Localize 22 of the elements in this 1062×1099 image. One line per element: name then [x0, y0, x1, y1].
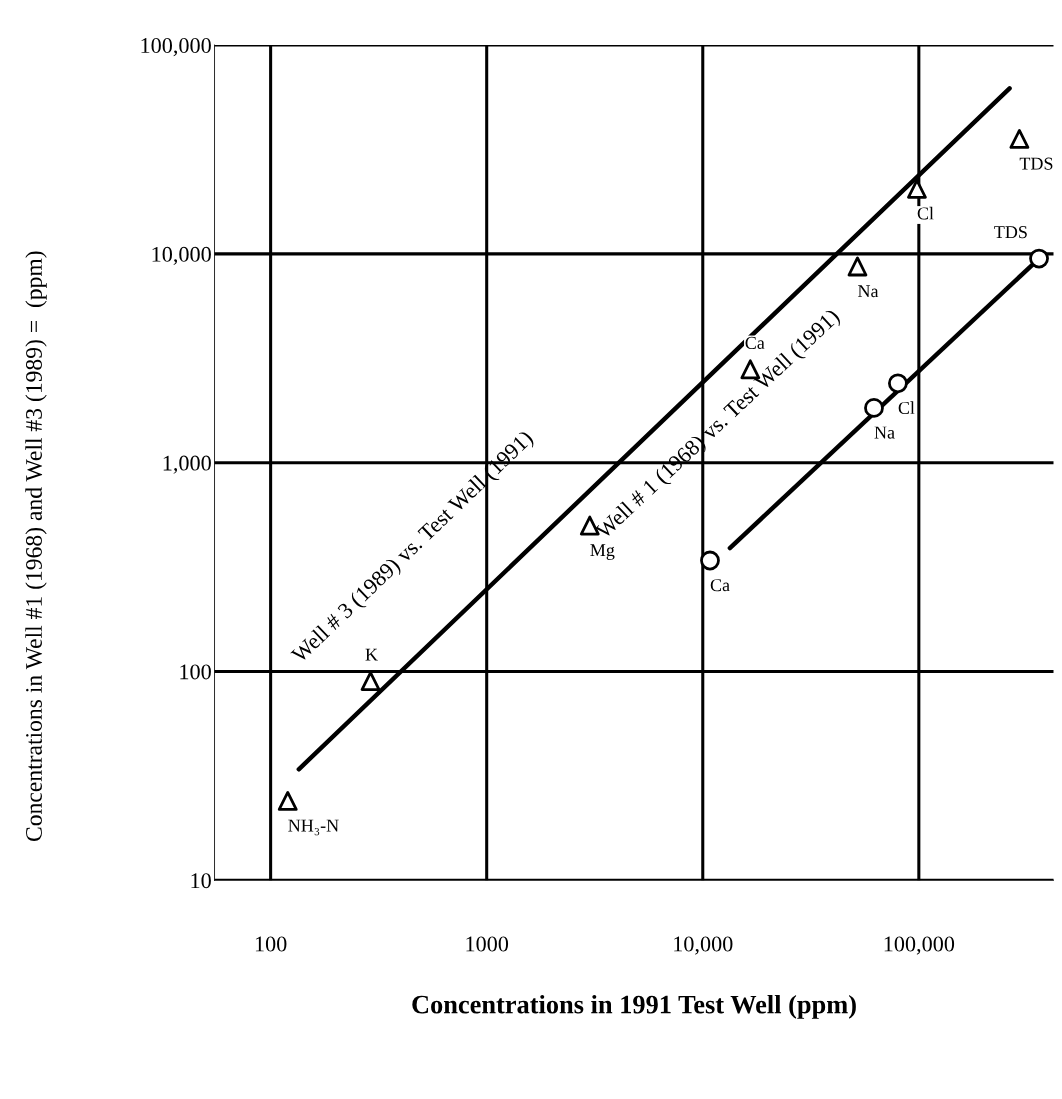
- annotation: TDS: [1019, 157, 1053, 170]
- annotation: Cl: [917, 206, 934, 220]
- annotation: Mg: [590, 544, 615, 560]
- y-axis-title: Concentrations in Well #1 (1968) and Well #3 (1989) = (ppm): [25, 251, 47, 842]
- y-tick-label: 100,000: [141, 37, 211, 57]
- annotation: TDS: [994, 226, 1027, 239]
- annotation: Na: [857, 285, 879, 298]
- annotation: Ca: [710, 579, 730, 592]
- y-tick-label: 100: [180, 664, 211, 680]
- y-tick-label: 1,000: [163, 455, 211, 474]
- annotation: Ca: [745, 336, 765, 349]
- x-tick-label: 1000: [466, 936, 509, 952]
- x-tick-label: 100,000: [884, 936, 955, 955]
- x-tick-label: 100: [255, 936, 287, 952]
- annotation: Na: [874, 426, 895, 439]
- annotation: NH₃-N: [288, 819, 339, 836]
- x-axis-title: Concentrations in 1991 Test Well (ppm): [412, 994, 856, 1019]
- y-tick-label: 10,000: [152, 246, 211, 265]
- annotation: K: [365, 648, 378, 661]
- x-tick-label: 10,000: [674, 936, 733, 955]
- annotation: Cl: [898, 401, 915, 415]
- y-tick-label: 10: [191, 873, 211, 889]
